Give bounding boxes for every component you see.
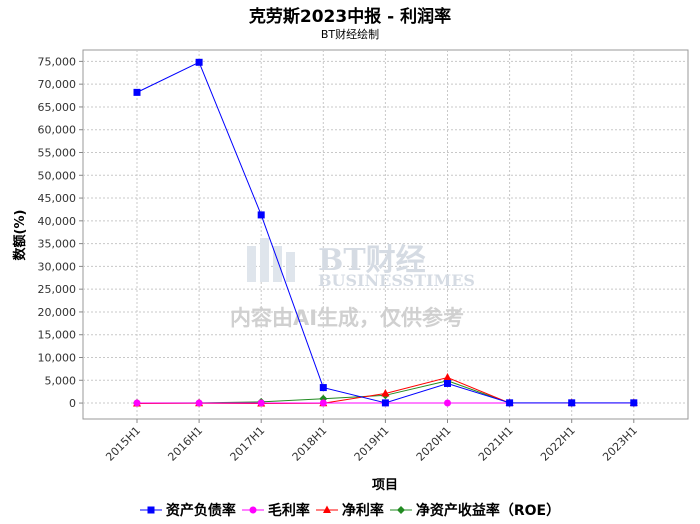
- legend-item: 资产负债率: [139, 500, 236, 520]
- legend-swatch: [139, 506, 162, 514]
- y-tick-label: 20,000: [38, 306, 77, 319]
- data-point: [506, 399, 514, 407]
- x-tick-label: 2019H1: [352, 424, 392, 464]
- y-tick-label: 50,000: [38, 169, 77, 182]
- x-tick-label: 2015H1: [103, 424, 143, 464]
- data-point: [133, 88, 141, 96]
- y-tick-label: 75,000: [38, 55, 77, 68]
- legend-label: 净利率: [341, 503, 384, 519]
- legend-label: 净资产收益率（ROE）: [415, 503, 561, 519]
- watermark-logo-subtext: BUSINESSTIMES: [318, 271, 475, 290]
- data-point: [319, 399, 327, 407]
- y-tick-label: 25,000: [38, 283, 77, 296]
- data-point: [444, 399, 451, 407]
- x-tick-label: 2017H1: [228, 424, 268, 464]
- y-axis-label: 数额(%): [12, 210, 28, 261]
- legend-label: 资产负债率: [165, 503, 236, 519]
- x-axis-label: 项目: [372, 478, 398, 493]
- legend-swatch: [241, 506, 264, 514]
- data-point: [257, 211, 265, 219]
- chart-subtitle: BT财经绘制: [320, 28, 380, 41]
- x-tick-label: 2022H1: [538, 424, 578, 464]
- legend-marker: [322, 505, 331, 513]
- data-point: [443, 373, 452, 381]
- y-tick-label: 0: [69, 397, 76, 410]
- legend-item: 毛利率: [241, 500, 310, 520]
- y-tick-label: 70,000: [38, 78, 77, 91]
- data-point: [257, 399, 265, 407]
- watermark-logo-icon: [247, 238, 295, 282]
- y-tick-label: 45,000: [38, 192, 77, 205]
- data-point: [319, 384, 327, 392]
- x-tick-label: 2016H1: [165, 424, 205, 464]
- x-tick-label: 2020H1: [414, 424, 454, 464]
- legend-marker: [249, 506, 257, 514]
- y-tick-label: 10,000: [38, 352, 77, 365]
- legend: 资产负债率 毛利率 净利率 净资产收益率（ROE）: [0, 500, 700, 520]
- chart-title: 克劳斯2023中报 - 利润率: [248, 7, 452, 27]
- data-point: [195, 58, 203, 66]
- legend-item: 净利率: [315, 500, 384, 520]
- y-tick-label: 15,000: [38, 329, 77, 342]
- legend-swatch: [315, 505, 338, 513]
- data-point: [630, 399, 638, 407]
- legend-swatch: [389, 506, 412, 514]
- series-layer: [133, 58, 638, 408]
- gridlines: [83, 50, 688, 419]
- data-point: [195, 399, 203, 407]
- y-tick-label: 55,000: [38, 147, 77, 160]
- watermark-notice: 内容由AI生成，仅供参考: [230, 306, 464, 330]
- x-tick-label: 2018H1: [290, 424, 330, 464]
- x-axis-ticks: 2015H1 2016H1 2017H1 2018H1 2019H1 2020H1 2021…: [103, 419, 640, 464]
- legend-item: 净资产收益率（ROE）: [389, 500, 561, 520]
- x-tick-label: 2023H1: [600, 424, 640, 464]
- y-tick-label: 60,000: [38, 124, 77, 137]
- y-tick-label: 30,000: [38, 260, 77, 273]
- data-point: [381, 399, 389, 407]
- legend-marker: [147, 506, 155, 514]
- data-point: [568, 399, 576, 407]
- data-point: [381, 388, 390, 397]
- watermark: BT财经 BUSINESSTIMES 内容由AI生成，仅供参考: [230, 238, 475, 330]
- legend-marker: [396, 506, 405, 514]
- data-point: [444, 379, 451, 387]
- y-axis-ticks: 0 5,000 10,000 15,000 20,000 25,000 30,000 35,0…: [38, 55, 83, 410]
- y-tick-label: 65,000: [38, 101, 77, 114]
- watermark-logo-text: BT财经: [318, 243, 426, 278]
- y-tick-label: 40,000: [38, 215, 77, 228]
- series-square: [133, 58, 638, 407]
- data-point: [133, 399, 141, 407]
- y-tick-label: 5,000: [45, 374, 77, 387]
- y-tick-label: 35,000: [38, 238, 77, 251]
- x-tick-label: 2021H1: [476, 424, 516, 464]
- legend-label: 毛利率: [267, 503, 310, 519]
